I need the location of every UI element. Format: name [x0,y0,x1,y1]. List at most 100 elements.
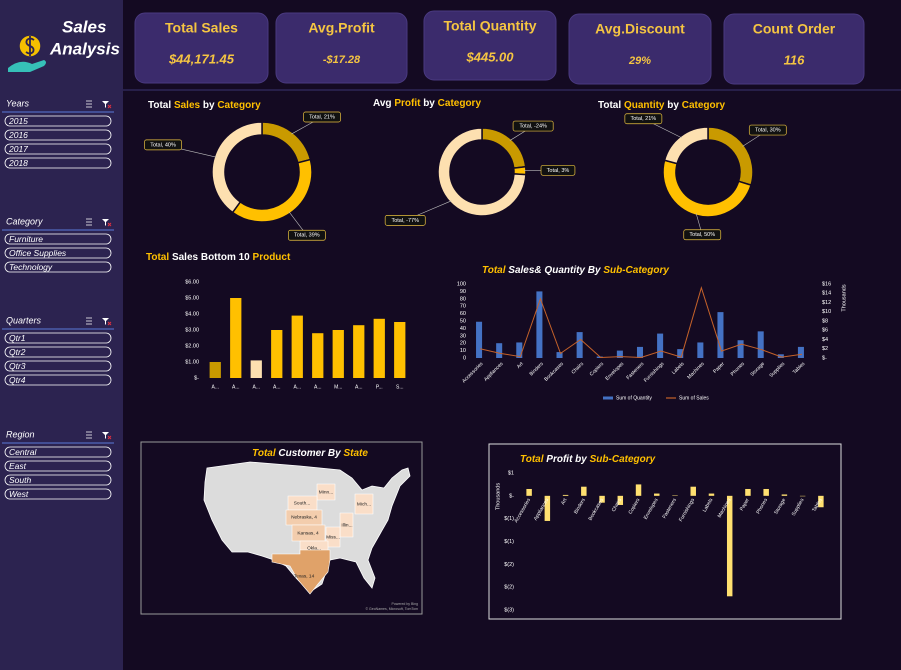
data-label-box [144,139,182,151]
logo-hand [8,60,46,72]
bar [581,486,587,496]
multi-select-icon[interactable] [86,100,92,108]
slicer-item[interactable] [4,143,112,155]
bar [818,495,824,508]
data-label-box [384,215,426,226]
slicer-item[interactable] [4,261,112,273]
x-tick-label: A... [355,384,363,390]
title-part: State [343,448,368,459]
slicer-item[interactable] [4,129,112,141]
bar [708,493,715,496]
title-part: Total [148,100,171,111]
title-part: Total [598,100,621,111]
x-tick-label: Art [516,361,525,370]
clear-filter-x[interactable] [107,435,112,440]
clear-filter-x[interactable] [107,222,112,227]
kpi-label: Avg.Profit [308,20,375,36]
title-part: Category [438,98,482,109]
slicer-title: Years [6,98,30,108]
slicer-item-label: Qtr4 [9,375,26,385]
bar [617,495,624,505]
data-label-box [624,113,663,125]
map-credit: © GeoNames, Microsoft, TomTom [366,607,419,611]
slicer-item[interactable] [4,233,112,245]
x-tick-label: A... [252,384,260,390]
legend-label: Sum of Sales [679,395,709,401]
app-title: Sales [62,17,106,36]
y-tick-label: 100 [457,281,466,287]
x-tick-label: A... [232,384,240,390]
slicer-item[interactable] [4,332,112,344]
bar [677,349,684,358]
data-label-box [748,124,787,136]
multi-select-icon[interactable] [86,317,92,325]
y-tick-label: $1 [508,470,514,476]
slicer-item[interactable] [4,474,112,486]
y-tick-label: 30 [460,333,466,339]
kpi-card [568,13,712,85]
bar [230,298,242,378]
clear-filter-x[interactable] [107,321,112,326]
slicer-item[interactable] [4,488,112,500]
kpi-card [134,12,269,84]
data-label: Total, -77% [391,218,419,224]
slicer-item[interactable] [4,460,112,472]
state-region[interactable] [325,526,341,548]
data-label: Total, 39% [294,233,320,239]
multi-select-icon[interactable] [86,218,92,226]
bar [394,322,406,378]
slicer-item[interactable] [4,346,112,358]
clear-filter-icon[interactable] [102,101,109,108]
y-tick-label: $- [194,375,199,381]
data-label: Total, 30% [755,128,781,134]
data-label-box [683,229,722,241]
state-label: Illin... [341,522,352,528]
data-label: Total, 50% [689,232,715,238]
state-region[interactable] [354,493,374,515]
multi-select-icon[interactable] [86,431,92,439]
state-region[interactable] [271,549,331,595]
y-tick-label: $6.00 [185,279,199,285]
data-label-box [303,111,341,123]
bar [526,488,532,496]
slicer-item[interactable] [4,374,112,386]
slicer-item[interactable] [4,247,112,259]
chart-title: Total Sales Bottom 10 Product [146,252,291,263]
slicer-item[interactable] [4,157,112,169]
clear-filter-x[interactable] [107,104,112,109]
slicer-item-label: 2018 [8,158,28,168]
clear-filter-icon[interactable] [102,432,109,439]
y-tick-label: $3.00 [185,327,199,333]
y2-tick-label: $4 [822,337,828,343]
bar [737,340,744,358]
y-tick-label: 80 [460,296,466,302]
kpi-label: Total Quantity [443,18,536,34]
clear-filter-icon[interactable] [102,318,109,325]
y2-tick-label: $6 [822,328,828,334]
bar [250,360,262,378]
slicer-item[interactable] [4,115,112,127]
chart-frame [488,443,842,620]
slicer-item[interactable] [4,360,112,372]
y-tick-label: 10 [460,348,466,354]
state-region[interactable] [316,483,336,501]
data-label-box [540,164,576,176]
title-part: Sales Bottom 10 [172,252,250,263]
line-series [479,285,803,359]
slicer-item-label: South [9,475,31,485]
kpi-value: 116 [784,52,805,67]
data-label-box [287,229,326,241]
slicer-item[interactable] [4,446,112,458]
kpi-label: Avg.Discount [595,21,685,37]
title-part: Quantity [624,100,665,111]
clear-filter-icon[interactable] [102,219,109,226]
title-part: by [423,98,435,109]
bar [271,330,283,378]
bar [717,312,724,358]
y2-tick-label: $16 [822,281,831,287]
bar [516,342,523,358]
bar [781,494,788,496]
x-tick-label: P... [376,384,383,390]
kpi-value: -$17.28 [323,54,361,66]
bar [209,362,221,378]
